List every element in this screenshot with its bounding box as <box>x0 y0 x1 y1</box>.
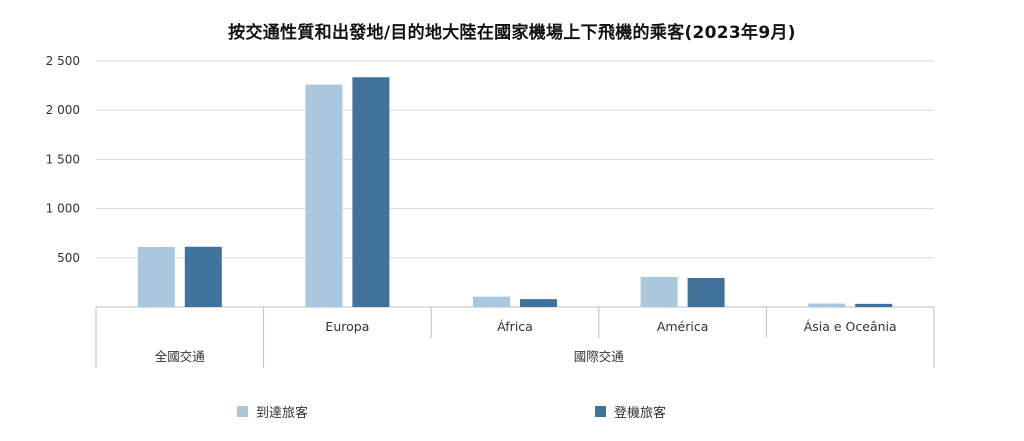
y-tick-label: 500 <box>57 251 80 265</box>
legend-label-departures: 登機旅客 <box>614 406 667 421</box>
bar <box>305 84 343 307</box>
bar <box>473 296 510 307</box>
x-category-label: África <box>497 319 533 334</box>
bar <box>808 303 846 307</box>
bar <box>855 303 893 307</box>
legend-swatch-departures <box>595 406 606 417</box>
bar <box>640 276 678 307</box>
y-tick-label: 2 000 <box>46 103 80 117</box>
bar <box>137 246 175 307</box>
legend-swatch-arrivals <box>237 406 248 417</box>
bar <box>520 299 557 307</box>
bar <box>352 77 390 308</box>
chart-title: 按交通性質和出發地/目的地大陸在國家機場上下飛機的乘客(2023年9月) <box>228 23 796 43</box>
y-tick-label: 1 000 <box>46 202 80 216</box>
x-group-label: 全國交通 <box>155 349 206 364</box>
x-category-label: América <box>657 319 709 334</box>
y-tick-label: 2 500 <box>46 54 80 68</box>
bar <box>184 246 222 307</box>
y-tick-label: 1 500 <box>46 152 80 166</box>
legend-label-arrivals: 到達旅客 <box>256 406 309 421</box>
bar <box>687 277 725 307</box>
legend-item-departures: 登機旅客 <box>595 402 666 421</box>
x-category-label: Europa <box>325 319 369 334</box>
x-category-label: Ásia e Oceânia <box>804 319 897 334</box>
legend-item-arrivals: 到達旅客 <box>237 402 308 421</box>
x-group-label: 國際交通 <box>574 349 625 364</box>
